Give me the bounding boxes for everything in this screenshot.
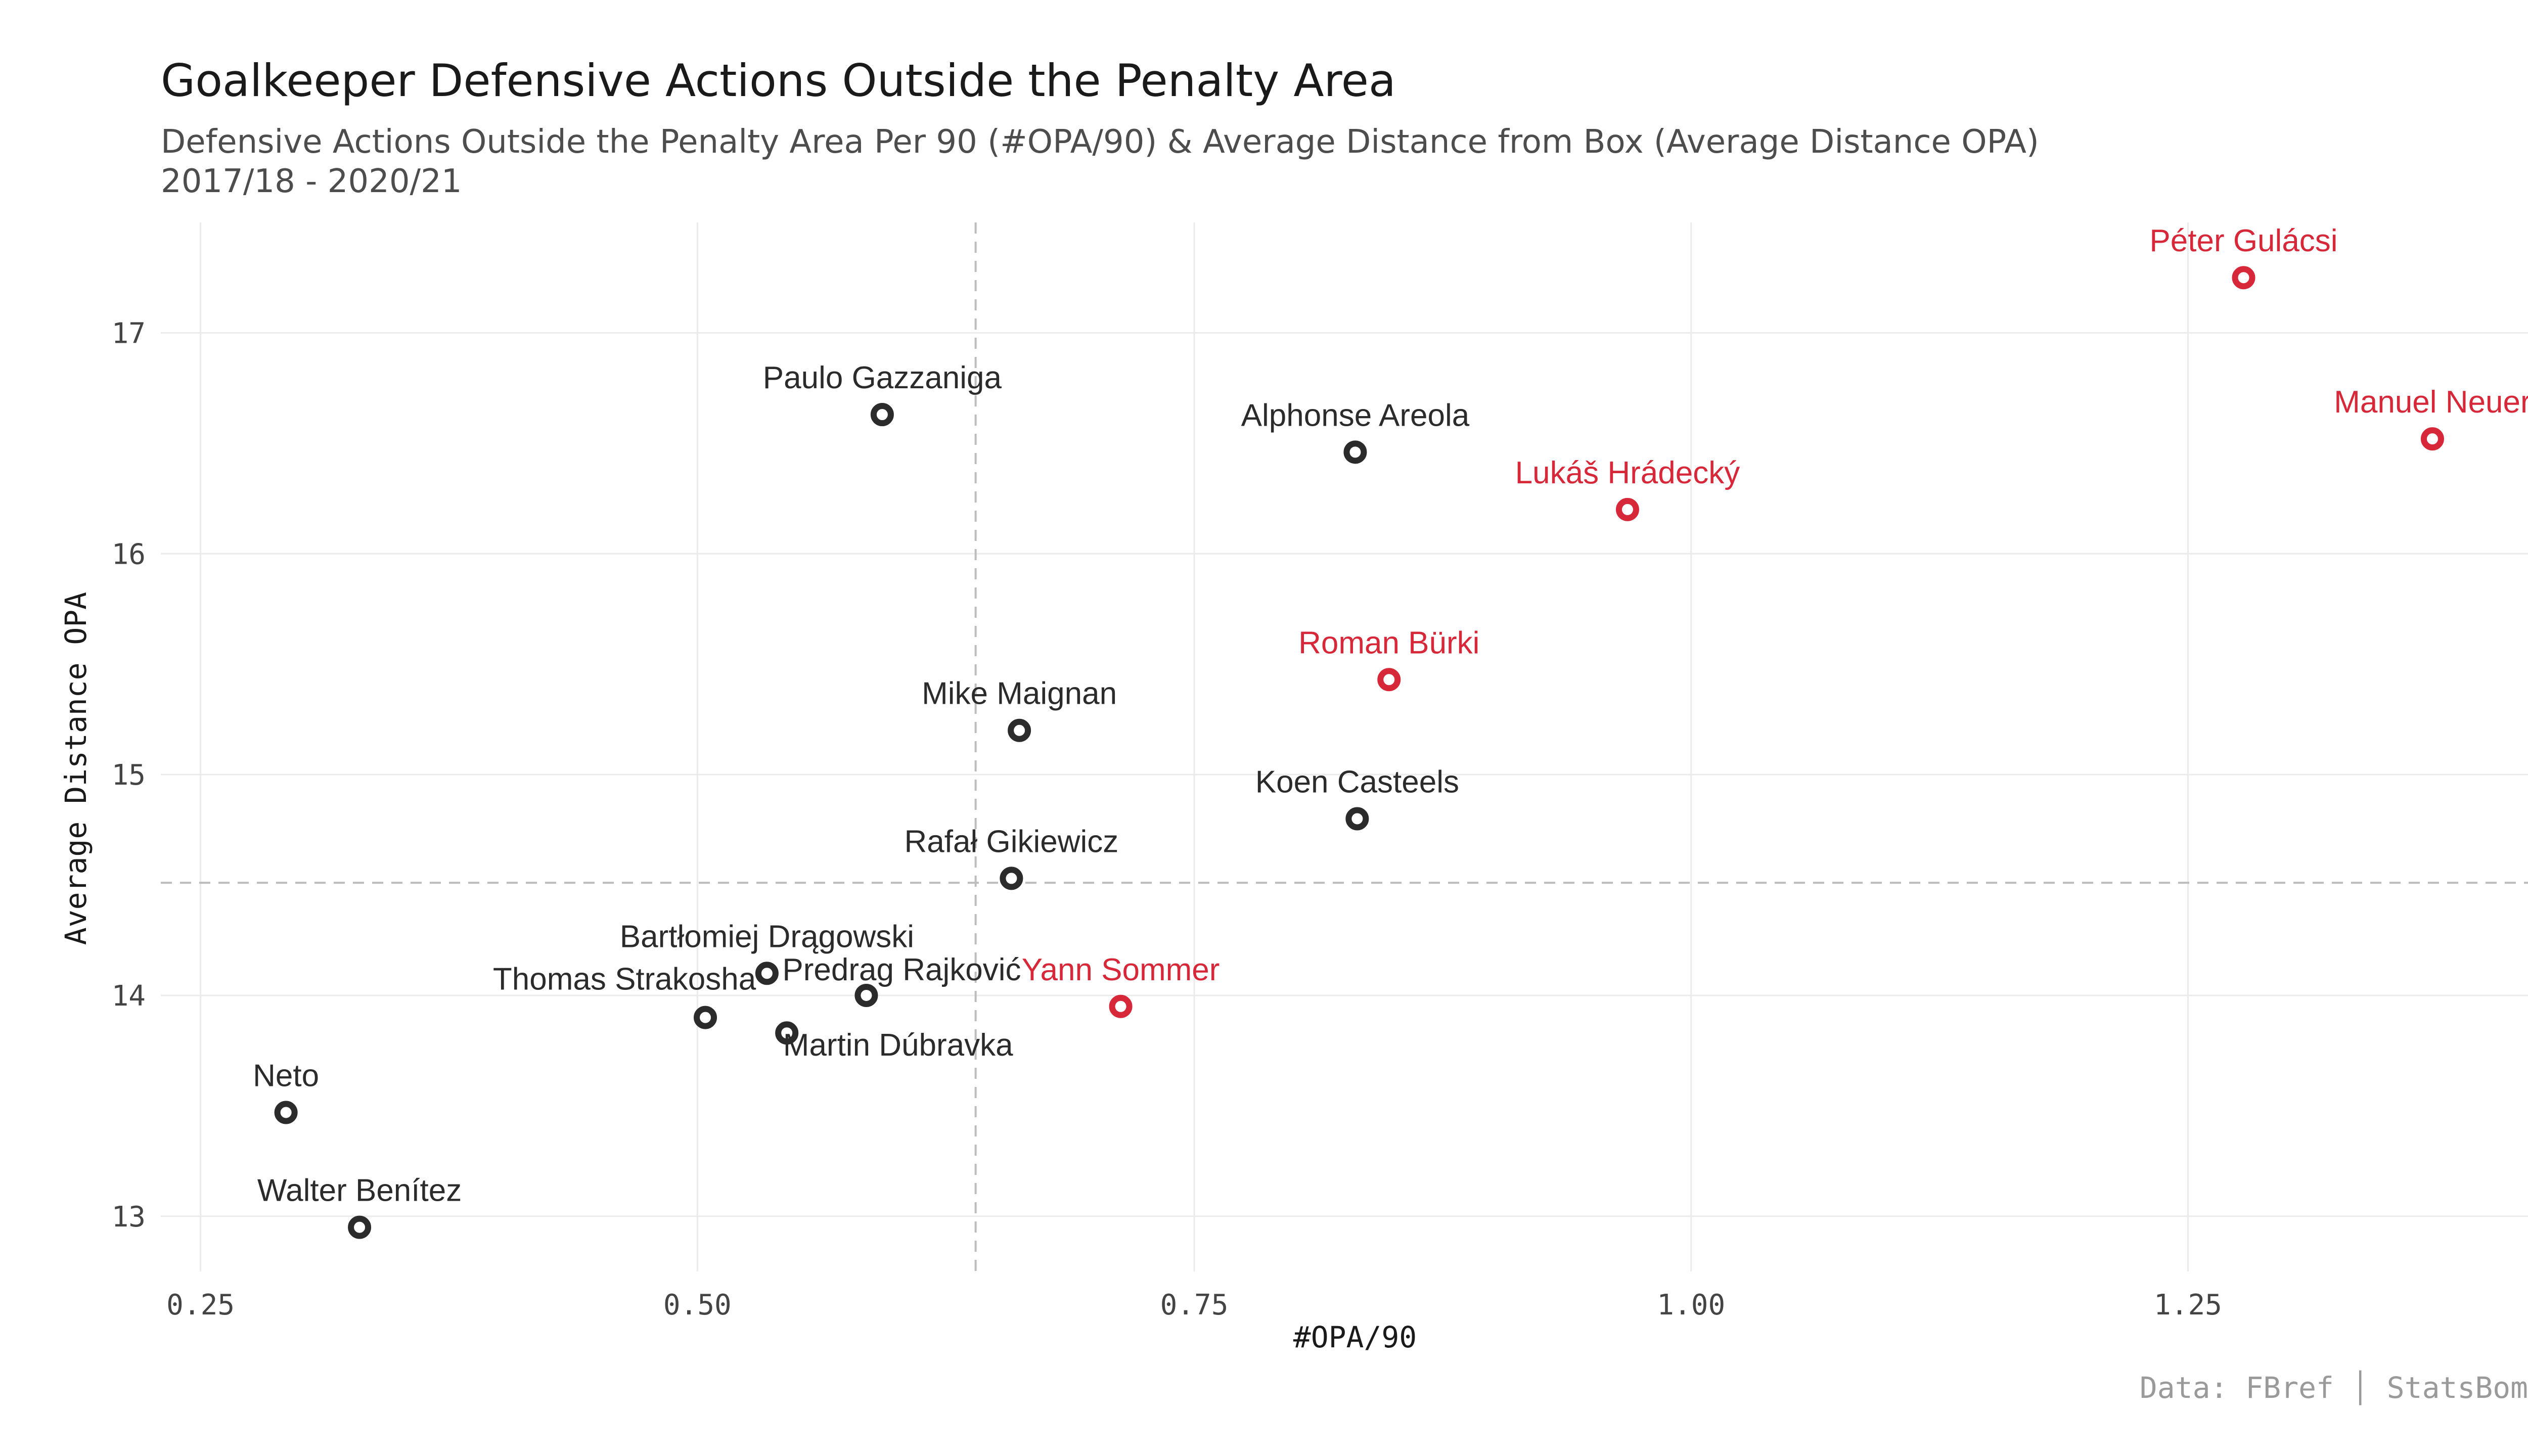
x-tick-label: 0.25 [166, 1289, 235, 1322]
chart-subtitle-period: 2017/18 - 2020/21 [161, 163, 462, 200]
data-point [274, 1101, 298, 1124]
data-point-label: Predrag Rajković [782, 952, 1021, 987]
data-point-label: Bartłomiej Drągowski [620, 919, 914, 954]
data-point [1000, 867, 1023, 890]
data-point [775, 1021, 799, 1045]
grid [161, 222, 2528, 1271]
data-point-label: Martin Dúbravka [783, 1028, 1013, 1063]
reference-lines [161, 222, 2528, 1271]
data-point-label: Koen Casteels [1255, 764, 1459, 799]
point-labels: Péter Gulácsi Manuel Neuer Lukáš Hrádecký R… [253, 223, 2528, 1208]
y-tick-label: 16 [112, 538, 146, 571]
data-point [348, 1215, 372, 1239]
data-point-label: Yann Sommer [1022, 952, 1220, 987]
chart-title: Goalkeeper Defensive Actions Outside the… [161, 55, 1396, 107]
data-points [274, 266, 2444, 1239]
x-tick-label: 0.75 [1160, 1289, 1229, 1322]
x-tick-label: 1.00 [1657, 1289, 1725, 1322]
data-point [1343, 440, 1367, 464]
y-tick-label: 13 [112, 1201, 146, 1234]
data-source-caption: Data: FBref │ StatsBomb [2140, 1370, 2528, 1405]
data-point [694, 1006, 717, 1029]
chart-subtitle: Defensive Actions Outside the Penalty Ar… [161, 123, 2039, 161]
data-point-label: Mike Maignan [922, 676, 1117, 711]
data-point-label: Manuel Neuer [2334, 385, 2528, 420]
data-point-label: Lukáš Hrádecký [1515, 456, 1740, 490]
data-point-label: Alphonse Areola [1241, 398, 1470, 433]
data-point [1377, 668, 1401, 692]
data-point [1008, 718, 1031, 742]
data-point [755, 962, 779, 985]
data-point [854, 983, 878, 1007]
x-tick-label: 0.50 [663, 1289, 732, 1322]
y-tick-label: 14 [112, 980, 146, 1013]
data-point-label: Walter Benítez [257, 1173, 462, 1208]
y-tick-label: 15 [112, 759, 146, 792]
data-point [2420, 427, 2444, 451]
data-point-label: Thomas Strakosha [493, 962, 756, 997]
data-point [1615, 497, 1639, 521]
data-point [1345, 807, 1369, 831]
data-point [1109, 994, 1133, 1018]
data-point-label: Neto [253, 1058, 319, 1093]
axis-ticks: 0.25 0.50 0.75 1.00 1.25 13 14 15 16 17 [112, 317, 2222, 1322]
y-tick-label: 17 [112, 317, 146, 350]
data-point-label: Paulo Gazzaniga [763, 360, 1002, 395]
x-tick-label: 1.25 [2154, 1289, 2222, 1322]
x-axis-title: #OPA/90 [1293, 1320, 1417, 1354]
data-point-label: Rafał Gikiewicz [905, 824, 1119, 859]
data-point [2232, 266, 2255, 290]
data-point-label: Péter Gulácsi [2149, 223, 2337, 258]
data-point-label: Roman Bürki [1298, 625, 1479, 660]
y-axis-title: Average Distance OPA [59, 592, 93, 945]
data-point [870, 403, 894, 427]
